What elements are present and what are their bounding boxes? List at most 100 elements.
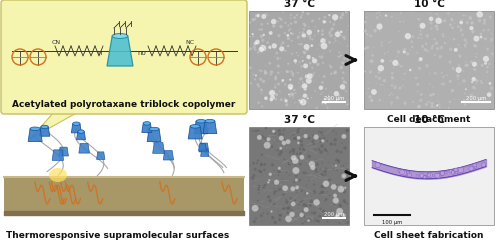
Circle shape	[322, 176, 324, 177]
Circle shape	[301, 199, 304, 202]
Circle shape	[331, 184, 336, 190]
Circle shape	[420, 24, 426, 30]
Circle shape	[274, 56, 275, 58]
Circle shape	[288, 94, 290, 96]
Circle shape	[288, 164, 290, 166]
Circle shape	[391, 105, 392, 106]
Circle shape	[320, 44, 328, 50]
Circle shape	[311, 196, 312, 198]
Circle shape	[400, 22, 402, 23]
Circle shape	[375, 163, 380, 168]
Circle shape	[304, 53, 306, 55]
Circle shape	[313, 162, 315, 164]
Circle shape	[321, 103, 324, 105]
Circle shape	[296, 53, 298, 54]
Circle shape	[270, 96, 275, 101]
Circle shape	[308, 161, 315, 168]
Circle shape	[326, 105, 328, 106]
Circle shape	[292, 151, 295, 153]
Circle shape	[396, 97, 399, 100]
Circle shape	[427, 52, 428, 53]
Circle shape	[334, 32, 340, 38]
Circle shape	[274, 77, 276, 79]
Circle shape	[470, 22, 474, 26]
Circle shape	[466, 22, 469, 25]
Circle shape	[346, 59, 350, 62]
Circle shape	[298, 214, 300, 216]
Circle shape	[470, 61, 474, 64]
Circle shape	[340, 31, 342, 34]
Circle shape	[308, 137, 310, 140]
Circle shape	[262, 40, 264, 43]
Circle shape	[262, 186, 264, 187]
Circle shape	[260, 206, 261, 208]
Circle shape	[304, 208, 308, 212]
Circle shape	[330, 66, 332, 69]
Circle shape	[308, 220, 310, 222]
Circle shape	[454, 24, 456, 25]
Circle shape	[296, 153, 298, 156]
Circle shape	[336, 184, 338, 186]
Circle shape	[346, 31, 348, 32]
Ellipse shape	[49, 168, 67, 182]
Circle shape	[295, 190, 298, 193]
Circle shape	[346, 130, 348, 132]
Circle shape	[303, 148, 304, 149]
Circle shape	[323, 53, 324, 54]
Circle shape	[448, 61, 452, 64]
Circle shape	[344, 202, 346, 204]
Circle shape	[320, 168, 322, 171]
Circle shape	[319, 141, 321, 144]
Circle shape	[407, 173, 412, 177]
Circle shape	[285, 216, 292, 222]
Circle shape	[439, 107, 441, 109]
Polygon shape	[194, 122, 208, 134]
Circle shape	[320, 216, 321, 217]
Circle shape	[429, 73, 430, 75]
Circle shape	[439, 172, 444, 176]
Circle shape	[288, 38, 290, 40]
Ellipse shape	[149, 128, 159, 131]
Circle shape	[454, 100, 455, 101]
FancyBboxPatch shape	[1, 1, 247, 114]
Circle shape	[398, 32, 400, 34]
Circle shape	[462, 80, 466, 83]
Circle shape	[312, 140, 314, 143]
Circle shape	[286, 221, 287, 222]
Circle shape	[411, 36, 414, 39]
Circle shape	[339, 208, 342, 211]
Circle shape	[435, 26, 437, 28]
Circle shape	[310, 165, 316, 170]
Circle shape	[318, 19, 320, 21]
Circle shape	[269, 90, 276, 97]
Circle shape	[272, 25, 275, 28]
Circle shape	[342, 143, 343, 144]
Circle shape	[474, 87, 476, 88]
Circle shape	[277, 72, 280, 75]
Circle shape	[436, 28, 439, 32]
Circle shape	[288, 46, 290, 48]
Circle shape	[277, 83, 280, 86]
Circle shape	[271, 164, 274, 167]
Circle shape	[322, 92, 324, 94]
Text: 200 μm: 200 μm	[324, 211, 344, 216]
Circle shape	[290, 160, 292, 162]
Circle shape	[489, 17, 492, 20]
Circle shape	[286, 71, 290, 74]
Polygon shape	[58, 148, 68, 156]
Circle shape	[302, 205, 304, 206]
Circle shape	[342, 216, 344, 218]
Circle shape	[338, 222, 340, 224]
Circle shape	[258, 47, 264, 53]
Circle shape	[400, 13, 402, 15]
Circle shape	[391, 77, 394, 80]
Circle shape	[280, 140, 281, 141]
Circle shape	[312, 190, 316, 194]
Circle shape	[280, 19, 283, 22]
Circle shape	[366, 47, 369, 50]
Circle shape	[346, 221, 350, 224]
Circle shape	[440, 171, 444, 176]
Circle shape	[480, 64, 484, 68]
Circle shape	[298, 96, 299, 97]
Circle shape	[294, 137, 298, 140]
